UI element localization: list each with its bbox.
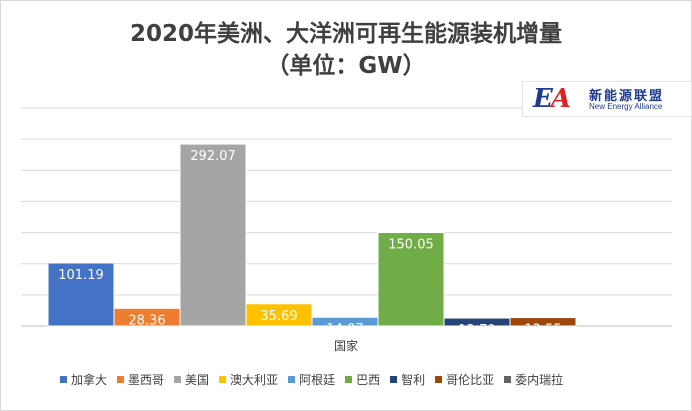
bar-哥伦比亚 bbox=[509, 317, 577, 327]
legend-swatch bbox=[390, 376, 398, 383]
legend-item-墨西哥: 墨西哥 bbox=[117, 371, 164, 388]
legend-item-智利: 智利 bbox=[390, 371, 425, 388]
bar-加拿大 bbox=[47, 262, 115, 327]
legend-label: 委内瑞拉 bbox=[515, 373, 564, 387]
chart-title: 2020年美洲、大洋洲可再生能源装机增量 bbox=[129, 21, 562, 47]
bar-美国 bbox=[179, 143, 247, 327]
legend-label: 哥伦比亚 bbox=[446, 373, 495, 387]
legend-item-美国: 美国 bbox=[174, 371, 209, 388]
logo: EA 新能源联盟 New Energy Alliance bbox=[522, 81, 692, 117]
chart-subtitle: （单位：GW） bbox=[266, 53, 426, 79]
legend-swatch bbox=[288, 376, 296, 383]
legend-swatch bbox=[435, 376, 443, 383]
data-label-哥伦比亚: 13.55 bbox=[524, 323, 561, 338]
x-axis-label: 国家 bbox=[333, 339, 358, 353]
legend-label: 墨西哥 bbox=[128, 373, 165, 387]
legend: 加拿大 墨西哥 美国 澳大利亚 阿根廷 巴西 智利 哥伦比亚 委内瑞拉 bbox=[60, 371, 563, 388]
legend-label: 阿根廷 bbox=[299, 373, 336, 387]
legend-item-委内瑞拉: 委内瑞拉 bbox=[504, 371, 563, 388]
legend-swatch bbox=[117, 376, 125, 383]
data-label-智利: 12.79 bbox=[458, 323, 495, 338]
data-label-巴西: 150.05 bbox=[388, 238, 434, 253]
legend-item-加拿大: 加拿大 bbox=[60, 371, 107, 388]
logo-mark: EA bbox=[533, 84, 571, 114]
data-label-澳大利亚: 35.69 bbox=[260, 309, 297, 324]
legend-swatch bbox=[174, 376, 182, 383]
legend-item-巴西: 巴西 bbox=[345, 371, 380, 388]
legend-item-澳大利亚: 澳大利亚 bbox=[219, 371, 278, 388]
legend-label: 美国 bbox=[185, 373, 210, 387]
legend-swatch bbox=[60, 376, 67, 383]
legend-label: 加拿大 bbox=[71, 373, 108, 387]
legend-swatch bbox=[219, 376, 227, 383]
legend-item-哥伦比亚: 哥伦比亚 bbox=[435, 371, 494, 388]
legend-swatch bbox=[345, 376, 353, 383]
legend-swatch bbox=[504, 376, 512, 383]
bar-巴西 bbox=[377, 232, 445, 327]
legend-label: 澳大利亚 bbox=[230, 373, 279, 387]
legend-item-阿根廷: 阿根廷 bbox=[288, 371, 335, 388]
logo-en-text: New Energy Alliance bbox=[589, 102, 663, 111]
legend-label: 智利 bbox=[401, 373, 426, 387]
logo-cn-text: 新能源联盟 bbox=[589, 89, 665, 104]
data-label-阿根廷: 14.07 bbox=[326, 322, 363, 337]
data-label-加拿大: 101.19 bbox=[58, 268, 104, 283]
data-label-墨西哥: 28.36 bbox=[128, 313, 165, 328]
legend-label: 巴西 bbox=[356, 373, 381, 387]
data-label-美国: 292.07 bbox=[190, 149, 236, 164]
bar-澳大利亚 bbox=[245, 303, 313, 327]
